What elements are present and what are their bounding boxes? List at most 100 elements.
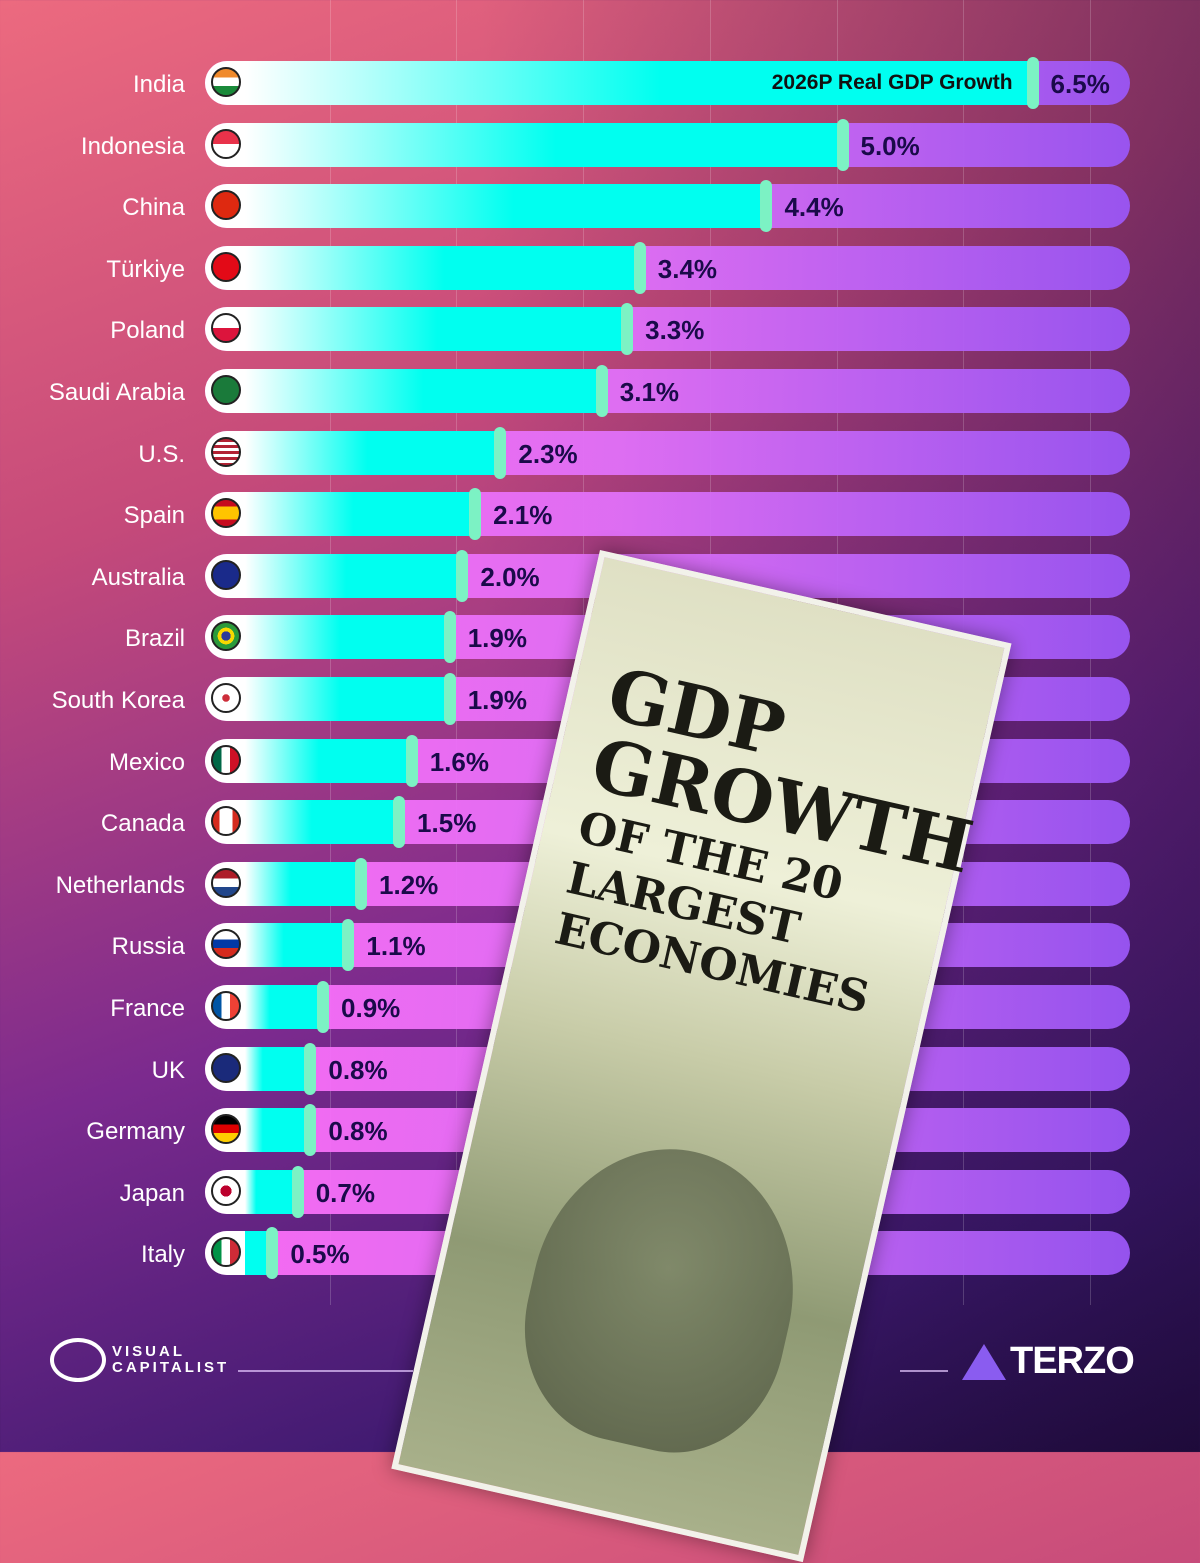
bar-end-marker: [456, 549, 469, 602]
category-label: Poland: [110, 317, 185, 345]
bar-row: Russia 1.1%: [0, 919, 1200, 972]
bar: [205, 553, 463, 598]
bar-row: China 4.4%: [0, 180, 1200, 233]
value-label: 4.4%: [784, 192, 844, 223]
value-label: 5.0%: [860, 130, 920, 161]
category-label: U.S.: [138, 440, 185, 468]
category-label: China: [122, 194, 185, 222]
turkiye-flag-icon: [211, 251, 241, 282]
terzo-triangle-icon: [962, 1343, 1006, 1380]
bar-row: India 6.5% 2026P Real GDP Growth: [0, 57, 1200, 109]
japan-flag-icon: [211, 1175, 241, 1206]
value-label: 2.3%: [518, 438, 578, 469]
value-label: 2.0%: [480, 561, 540, 592]
bar-end-marker: [443, 611, 456, 664]
bar: [205, 122, 843, 167]
mexico-flag-icon: [211, 744, 241, 775]
category-label: Brazil: [124, 625, 185, 653]
value-label: 0.8%: [328, 1116, 388, 1147]
category-label: Türkiye: [106, 255, 185, 283]
category-label: Japan: [119, 1179, 185, 1207]
value-label: 2.1%: [493, 500, 553, 531]
value-label: 0.5%: [290, 1239, 350, 1270]
bar: [205, 430, 501, 475]
chart-title: GDP GROWTH OF THE 20 LARGEST ECONOMIES: [550, 651, 994, 1036]
poland-flag-icon: [211, 313, 241, 344]
value-label: 1.5%: [417, 808, 477, 839]
value-label: 0.7%: [315, 1177, 375, 1208]
bar-end-marker: [469, 488, 482, 541]
value-label: 3.1%: [619, 377, 680, 407]
bar: [205, 184, 767, 229]
category-label: Russia: [111, 933, 185, 961]
brazil-flag-icon: [211, 621, 241, 652]
visual-capitalist-logo: VISUAL CAPITALIST: [50, 1338, 229, 1382]
bar-row: Indonesia 5.0%: [0, 118, 1200, 171]
portrait-illustration: [501, 1123, 822, 1474]
bar-end-marker: [317, 981, 330, 1033]
value-label: 3.4%: [657, 253, 718, 284]
category-label: Spain: [123, 502, 185, 530]
bar-row: Poland 3.3%: [0, 303, 1200, 356]
category-label: Canada: [100, 810, 185, 838]
bar-end-marker: [355, 857, 368, 910]
india-flag-icon: [211, 67, 241, 97]
category-label: Indonesia: [80, 132, 185, 160]
category-label: Italy: [140, 1241, 185, 1269]
category-label: Netherlands: [55, 871, 185, 899]
bar-end-marker: [304, 1042, 317, 1095]
value-label: 1.9%: [467, 685, 527, 715]
uk-flag-icon: [211, 1052, 241, 1083]
bar-end-marker: [595, 365, 608, 417]
category-label: Australia: [91, 563, 185, 591]
logo-text: CAPITALIST: [112, 1359, 230, 1376]
bar-end-marker: [291, 1165, 304, 1218]
value-label: 3.3%: [645, 315, 705, 346]
value-label: 6.5%: [1050, 69, 1110, 99]
category-label: Mexico: [108, 748, 185, 776]
spain-flag-icon: [211, 498, 241, 529]
bar-end-marker: [621, 303, 634, 356]
category-label: India: [132, 71, 185, 98]
bar-end-marker: [405, 734, 418, 787]
bar: [205, 61, 1033, 105]
south-korea-flag-icon: [211, 683, 241, 713]
bar: [205, 492, 476, 537]
terzo-logo: TERZO: [962, 1340, 1135, 1383]
visual-capitalist-mark-icon: [50, 1338, 106, 1382]
bar-end-marker: [304, 1104, 317, 1157]
china-flag-icon: [211, 190, 241, 221]
france-flag-icon: [211, 991, 241, 1021]
logo-text: TERZO: [1010, 1340, 1135, 1382]
category-label: France: [110, 995, 185, 1022]
value-label: 1.6%: [429, 746, 489, 777]
bar: [205, 307, 628, 352]
bar-row: Türkiye 3.4%: [0, 241, 1200, 294]
bar-row: Saudi Arabia 3.1%: [0, 365, 1200, 417]
bar-end-marker: [633, 241, 646, 294]
footer-divider: [238, 1370, 413, 1372]
category-label: Germany: [86, 1118, 185, 1146]
footer-divider: [900, 1370, 948, 1372]
bar-row: Spain 2.1%: [0, 488, 1200, 541]
us-flag-icon: [211, 436, 241, 467]
logo-text: VISUAL: [112, 1343, 186, 1360]
category-label: UK: [151, 1056, 185, 1084]
value-label: 0.9%: [341, 993, 401, 1023]
bar-end-marker: [836, 118, 849, 171]
bar-end-marker: [760, 180, 773, 233]
category-label: South Korea: [51, 687, 185, 714]
australia-flag-icon: [211, 559, 241, 590]
saudi-arabia-flag-icon: [211, 375, 241, 405]
value-label: 1.2%: [379, 869, 439, 900]
bar-end-marker: [443, 673, 456, 725]
bar: [205, 369, 602, 413]
russia-flag-icon: [211, 929, 241, 960]
bar-row: U.S. 2.3%: [0, 426, 1200, 479]
bar-end-marker: [342, 919, 355, 972]
bar-end-marker: [1026, 57, 1039, 109]
category-label: Saudi Arabia: [48, 379, 185, 406]
netherlands-flag-icon: [211, 867, 241, 898]
canada-flag-icon: [211, 806, 241, 837]
bar: [205, 615, 450, 660]
